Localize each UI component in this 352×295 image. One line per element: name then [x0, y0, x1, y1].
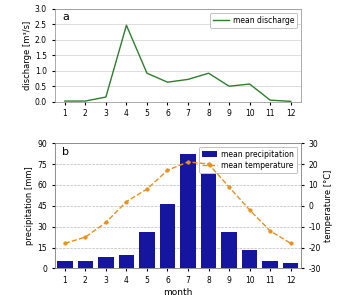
Text: a: a	[62, 12, 69, 22]
Bar	[201, 174, 216, 268]
mean discharge	[289, 100, 293, 103]
Bar	[98, 257, 114, 268]
mean discharge	[268, 98, 272, 102]
mean temperature	[289, 242, 293, 245]
Y-axis label: discharge [m³/s]: discharge [m³/s]	[23, 21, 32, 90]
Bar	[221, 232, 237, 268]
Line: mean discharge: mean discharge	[65, 25, 291, 101]
mean temperature	[104, 221, 108, 224]
Legend: mean discharge: mean discharge	[210, 13, 297, 28]
Bar	[160, 204, 175, 268]
mean discharge	[83, 99, 87, 103]
mean discharge	[124, 24, 128, 27]
mean temperature	[227, 185, 231, 189]
Bar	[263, 261, 278, 268]
Text: b: b	[62, 147, 69, 157]
mean temperature	[124, 200, 128, 203]
mean temperature	[186, 160, 190, 164]
mean discharge	[206, 71, 210, 75]
Y-axis label: precipitation [mm]: precipitation [mm]	[25, 166, 34, 245]
mean temperature	[63, 242, 67, 245]
Bar	[283, 263, 298, 268]
Bar	[57, 261, 73, 268]
mean discharge	[63, 99, 67, 103]
mean temperature	[268, 229, 272, 233]
mean temperature	[145, 187, 149, 191]
mean discharge	[104, 95, 108, 99]
mean discharge	[227, 84, 231, 88]
X-axis label: month: month	[163, 288, 193, 295]
mean temperature	[247, 208, 252, 212]
Bar	[78, 261, 93, 268]
Bar	[242, 250, 257, 268]
mean discharge	[247, 82, 252, 86]
Bar	[139, 232, 155, 268]
Line: mean temperature: mean temperature	[63, 160, 293, 245]
Y-axis label: temperature [°C]: temperature [°C]	[324, 170, 333, 242]
mean discharge	[145, 71, 149, 75]
mean discharge	[165, 81, 170, 84]
mean discharge	[186, 78, 190, 81]
mean temperature	[165, 168, 170, 172]
Bar	[119, 255, 134, 268]
mean temperature	[206, 162, 210, 166]
Legend: mean precipitation, mean temperature: mean precipitation, mean temperature	[199, 147, 297, 173]
Bar	[180, 154, 196, 268]
mean temperature	[83, 235, 87, 239]
